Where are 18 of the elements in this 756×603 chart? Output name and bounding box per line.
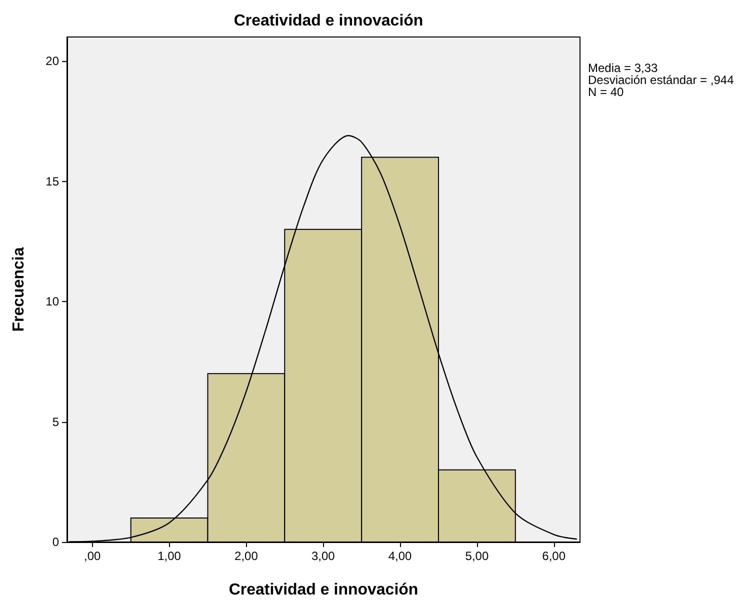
x-tick-label: 6,00: [542, 549, 566, 563]
chart-title: Creatividad e innovación: [234, 12, 424, 30]
x-tick-label: 3,00: [311, 549, 336, 563]
y-tick-label: 10: [46, 294, 60, 309]
y-axis-title: Frecuencia: [10, 247, 28, 332]
text: Desviación estándar = ,944: [588, 73, 734, 87]
y-tick-label: 15: [46, 174, 60, 188]
y-tick-label: 0: [52, 535, 60, 549]
x-tick-label: ,00: [84, 549, 102, 563]
text: Media = 3,33: [588, 61, 658, 75]
x-tick-label: 1,00: [158, 549, 182, 563]
x-tick-label: 4,00: [388, 549, 412, 563]
y-tick-label: 5: [52, 414, 60, 429]
x-tick-label: 5,00: [465, 549, 489, 563]
y-tick-label: 20: [46, 54, 60, 68]
x-axis-title: Creatividad e innovación: [228, 582, 418, 598]
text: N = 40: [588, 85, 624, 99]
x-tick-label: 2,00: [234, 549, 258, 563]
